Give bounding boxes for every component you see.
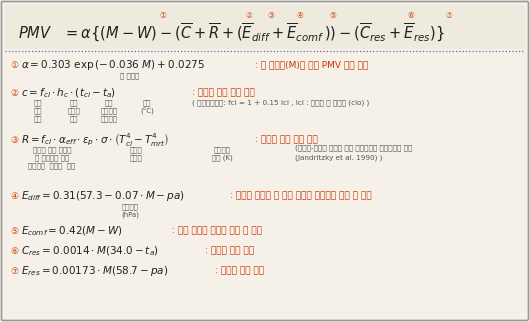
Text: : 열 생산량(M)에 따른 PMV 조절 계수: : 열 생산량(M)에 따른 PMV 조절 계수 (255, 61, 368, 70)
Text: : 호흡시 현열 손실: : 호흡시 현열 손실 (205, 247, 254, 255)
Text: 의 효과적인 장파: 의 효과적인 장파 (35, 155, 69, 161)
Text: 열 생산량: 열 생산량 (120, 73, 139, 79)
Text: 기온: 기온 (143, 100, 151, 106)
Text: : 호흡시 잠열 손실: : 호흡시 잠열 손실 (215, 267, 264, 276)
Text: : 제적한 조건일 때 피부 수증기 발산으로 인한 열 손실: : 제적한 조건일 때 피부 수증기 발산으로 인한 열 손실 (230, 192, 372, 201)
Text: : 땀의 발생과 증발에 의한 열 손실: : 땀의 발생과 증발에 의한 열 손실 (172, 226, 262, 235)
Text: ③: ③ (268, 11, 275, 20)
Text: ⑥: ⑥ (10, 247, 18, 255)
Text: 착복: 착복 (34, 100, 42, 106)
Text: 온도 (K): 온도 (K) (211, 155, 232, 161)
Text: 열교환: 열교환 (68, 108, 81, 114)
Text: 기립한 인체 의복의: 기립한 인체 의복의 (33, 147, 71, 153)
Text: (hPa): (hPa) (121, 212, 139, 218)
Text: (스테판-볼츠만 법칙에 따라 실외환경에 적용하도록 계산: (스테판-볼츠만 법칙에 따라 실외환경에 적용하도록 계산 (295, 145, 412, 151)
Text: $c = f_{cl} \cdot h_c \cdot \left(t_{cl} - t_a\right)$: $c = f_{cl} \cdot h_c \cdot \left(t_{cl}… (21, 86, 116, 100)
Text: $R = f_{cl} \cdot \alpha_{eff} \cdot \varepsilon_p \cdot \sigma \cdot \left(T_{c: $R = f_{cl} \cdot \alpha_{eff} \cdot \va… (21, 132, 169, 148)
Text: ④: ④ (10, 192, 18, 201)
Text: $E_{diff} = 0.31(57.3 - 0.07 \cdot M - pa)$: $E_{diff} = 0.31(57.3 - 0.07 \cdot M - p… (21, 189, 185, 203)
Text: ①: ① (160, 11, 166, 20)
Text: 대류: 대류 (70, 100, 78, 106)
Text: 스테판: 스테판 (130, 147, 143, 153)
Text: $C_{res} = 0.0014 \cdot M(34.0 - t_a)$: $C_{res} = 0.0014 \cdot M(34.0 - t_a)$ (21, 244, 159, 258)
Text: $E_{res} = 0.00173 \cdot M(58.7 - pa)$: $E_{res} = 0.00173 \cdot M(58.7 - pa)$ (21, 264, 168, 278)
Text: 계수: 계수 (70, 116, 78, 122)
Text: $= \alpha \{(M - W) - (\overline{C} + \overline{R} + (\overline{E}_{diff} + \ove: $= \alpha \{(M - W) - (\overline{C} + \o… (63, 22, 445, 44)
Text: ⑥: ⑥ (408, 11, 414, 20)
Text: 볼츠만: 볼츠만 (130, 155, 143, 161)
Text: $\alpha = 0.303\ \exp\left(-\,0.036\ M\right) + 0.0275$: $\alpha = 0.303\ \exp\left(-\,0.036\ M\r… (21, 58, 205, 72)
Text: ⑦: ⑦ (10, 267, 18, 276)
Text: ②: ② (245, 11, 252, 20)
Text: ②: ② (10, 89, 18, 98)
Text: 면적: 면적 (34, 108, 42, 114)
Text: 의복: 의복 (105, 100, 113, 106)
Text: 평균온도: 평균온도 (101, 116, 118, 122)
Text: : 대류로 인한 현열 손실: : 대류로 인한 현열 손실 (192, 89, 255, 98)
Text: 비율: 비율 (34, 116, 42, 122)
Text: 복사면적  방출율  상수: 복사면적 방출율 상수 (29, 163, 76, 169)
Text: (Jandritzky et al. 1990) ): (Jandritzky et al. 1990) ) (295, 155, 382, 161)
Text: ( 착복면적비율: fcl = 1 + 0.15 Icl , Icl : 의류의 열 저항율 (clo) ): ( 착복면적비율: fcl = 1 + 0.15 Icl , Icl : 의류의… (192, 100, 369, 106)
Text: 바깥표면: 바깥표면 (101, 108, 118, 114)
Text: $PMV$: $PMV$ (18, 25, 52, 41)
Text: ⑤: ⑤ (330, 11, 337, 20)
Text: (°C): (°C) (140, 108, 154, 115)
Text: $E_{comf} = 0.42(M - W)$: $E_{comf} = 0.42(M - W)$ (21, 224, 123, 238)
Text: ①: ① (10, 61, 18, 70)
Bar (5, 5, 525, 49)
Text: ⑤: ⑤ (10, 226, 18, 235)
Text: 현지기압: 현지기압 (121, 204, 138, 210)
Text: 평균복사: 평균복사 (214, 147, 231, 153)
Text: ⑦: ⑦ (446, 11, 453, 20)
Text: ③: ③ (10, 136, 18, 145)
Text: : 복사로 인한 현열 손실: : 복사로 인한 현열 손실 (255, 136, 318, 145)
Text: ④: ④ (297, 11, 304, 20)
